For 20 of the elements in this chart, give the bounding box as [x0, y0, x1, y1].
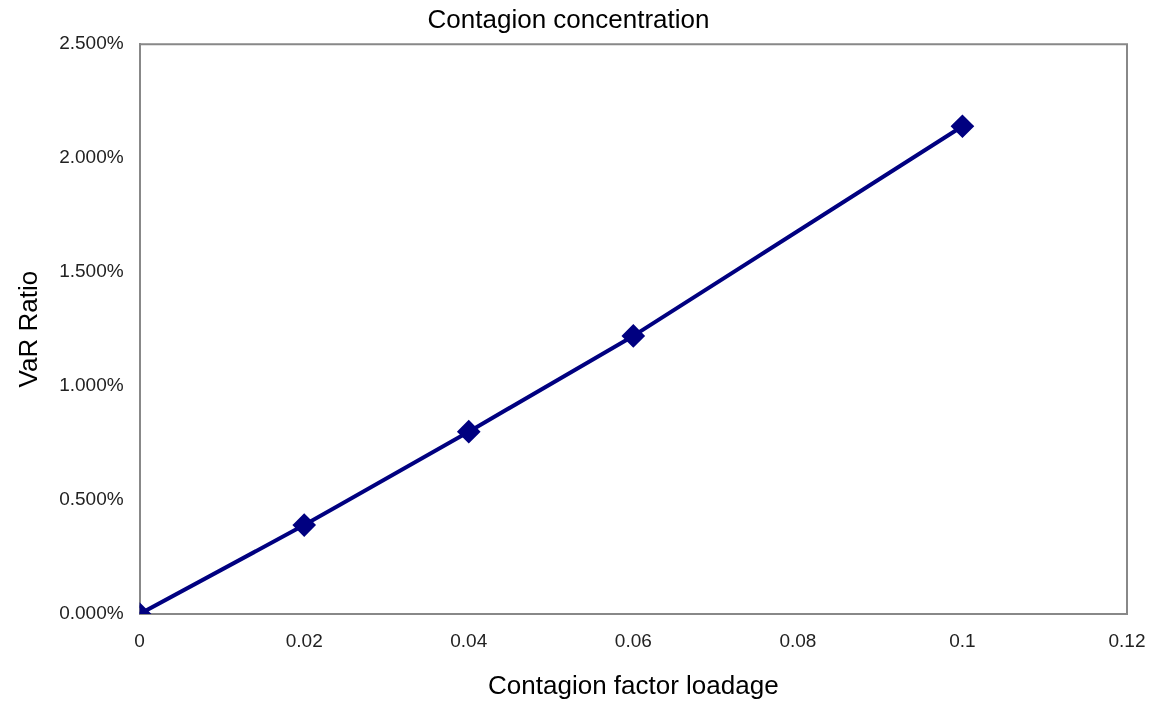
x-tick-label: 0.12 — [1108, 629, 1146, 651]
x-tick-label: 0.1 — [949, 629, 976, 651]
y-tick-label: 1.500% — [59, 260, 124, 282]
point — [457, 420, 480, 443]
x-axis-title: Contagion factor loadage — [488, 669, 779, 700]
y-tick-label: 0.500% — [59, 488, 124, 510]
x-tick-label: 0.08 — [779, 629, 817, 651]
x-tick-label: 0.06 — [614, 629, 652, 651]
point — [622, 324, 645, 347]
x-tick-label: 0 — [134, 629, 145, 651]
y-tick-label: 0.000% — [59, 602, 124, 624]
chart-title: Contagion concentration — [427, 3, 710, 34]
x-tick-label: 0.04 — [450, 629, 488, 651]
y-tick-label: 2.500% — [59, 32, 124, 54]
y-tick-label: 1.000% — [59, 374, 124, 396]
point — [951, 115, 974, 138]
y-tick-label: 2.000% — [59, 146, 124, 168]
y-axis-title: VaR Ratio — [12, 270, 43, 388]
x-tick-label: 0.02 — [285, 629, 323, 651]
point — [293, 514, 316, 537]
